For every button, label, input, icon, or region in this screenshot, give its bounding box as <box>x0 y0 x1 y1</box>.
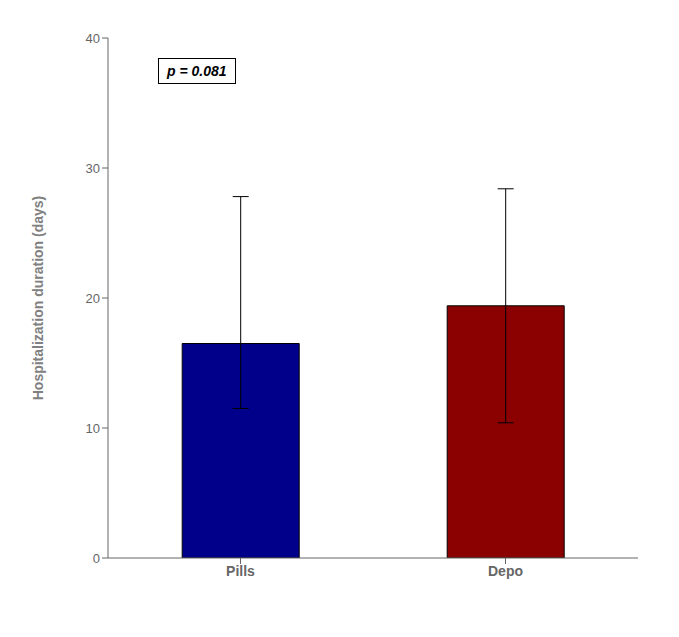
svg-text:Pills: Pills <box>226 563 255 579</box>
svg-text:40: 40 <box>86 31 100 46</box>
svg-text:0: 0 <box>93 551 100 566</box>
svg-text:Depo: Depo <box>488 563 523 579</box>
html-text:p = 0.081: p = 0.081 <box>167 63 227 79</box>
svg-text:10: 10 <box>86 421 100 436</box>
svg-text:30: 30 <box>86 161 100 176</box>
svg-text:Hospitalization duration (days: Hospitalization duration (days) <box>30 196 46 401</box>
svg-text:20: 20 <box>86 291 100 306</box>
